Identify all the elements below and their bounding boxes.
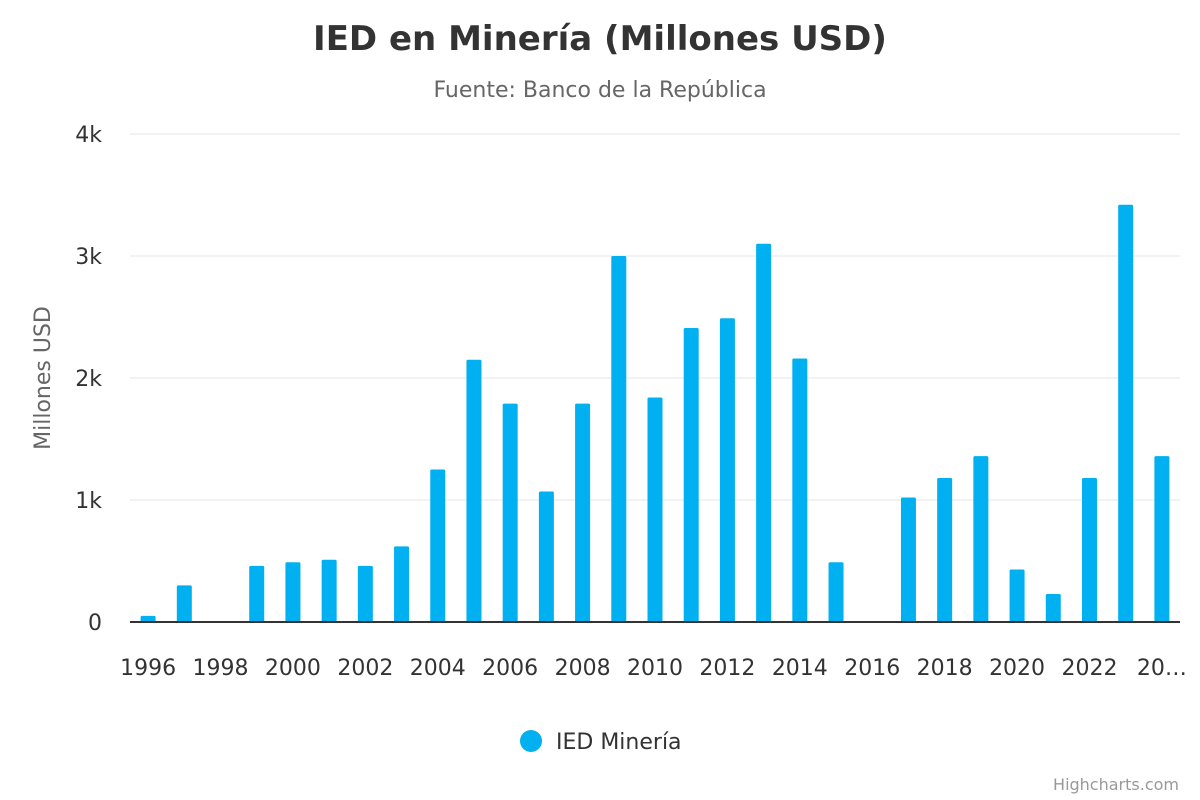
bar-2021[interactable]: [1045, 593, 1061, 622]
x-tick-label: 2012: [699, 656, 755, 681]
bar-1997[interactable]: [176, 585, 192, 622]
bar-2002[interactable]: [357, 565, 373, 622]
bar-2000[interactable]: [285, 562, 301, 622]
bar-2020[interactable]: [1009, 569, 1025, 622]
x-tick-label: 1998: [193, 656, 249, 681]
bar-2017[interactable]: [900, 497, 916, 622]
legend[interactable]: IED Minería: [520, 730, 682, 755]
bar-2022[interactable]: [1081, 478, 1097, 622]
x-tick-label: 2004: [410, 656, 466, 681]
bar-2012[interactable]: [719, 318, 735, 622]
chart-title: IED en Minería (Millones USD): [313, 19, 887, 59]
bar-2006[interactable]: [502, 403, 518, 622]
bar-2018[interactable]: [937, 478, 953, 622]
x-tick-label: 2010: [627, 656, 683, 681]
bar-2014[interactable]: [792, 358, 808, 622]
y-tick-label: 1k: [75, 489, 102, 514]
bar-2003[interactable]: [394, 546, 410, 622]
bar-1996[interactable]: [140, 615, 156, 622]
bar-2008[interactable]: [575, 403, 591, 622]
x-tick-label: 2006: [482, 656, 538, 681]
x-tick-label: 2002: [337, 656, 393, 681]
bar-2019[interactable]: [973, 456, 989, 622]
x-tick-label: 1996: [120, 656, 176, 681]
legend-symbol-icon[interactable]: [520, 730, 542, 752]
x-tick-label: 2014: [772, 656, 828, 681]
bar-series: [140, 204, 1170, 623]
bar-2011[interactable]: [683, 327, 699, 622]
bar-2024[interactable]: [1154, 456, 1170, 622]
x-tick-label: 2022: [1061, 656, 1117, 681]
y-tick-label: 0: [88, 611, 102, 636]
y-tick-label: 3k: [75, 245, 102, 270]
credits-link[interactable]: Highcharts.com: [1053, 775, 1179, 794]
y-axis-title: Millones USD: [31, 306, 56, 450]
x-tick-label: 2016: [844, 656, 900, 681]
bar-2013[interactable]: [756, 243, 772, 623]
x-tick-label: 2000: [265, 656, 321, 681]
bar-2010[interactable]: [647, 397, 663, 622]
bar-2001[interactable]: [321, 559, 337, 622]
x-tick-label: 2008: [555, 656, 611, 681]
x-tick-label: 2018: [917, 656, 973, 681]
bar-2015[interactable]: [828, 562, 844, 622]
y-tick-label: 2k: [75, 367, 102, 392]
bar-2005[interactable]: [466, 359, 482, 622]
bar-2004[interactable]: [430, 469, 446, 623]
bar-2023[interactable]: [1118, 204, 1134, 622]
bar-2007[interactable]: [538, 491, 554, 622]
x-tick-label: 20…: [1137, 656, 1187, 681]
legend-label[interactable]: IED Minería: [556, 730, 682, 755]
y-tick-label: 4k: [75, 123, 102, 148]
bar-2009[interactable]: [611, 256, 627, 622]
bar-1999[interactable]: [249, 565, 265, 622]
chart-subtitle: Fuente: Banco de la República: [433, 78, 766, 103]
x-axis-ticks: 1996 1998 2000 2002 2004 2006 2008 2010 2012 2014…: [120, 656, 1187, 681]
x-tick-label: 2020: [989, 656, 1045, 681]
y-axis-ticks: 0 1k 2k 3k 4k: [75, 123, 102, 636]
